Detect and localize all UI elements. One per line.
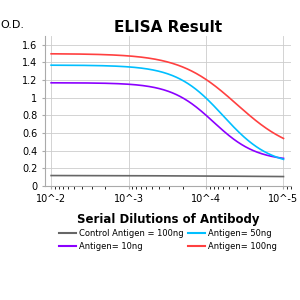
Title: ELISA Result: ELISA Result xyxy=(114,20,222,35)
Text: O.D.: O.D. xyxy=(1,20,25,30)
Legend: Control Antigen = 100ng, Antigen= 10ng, Antigen= 50ng, Antigen= 100ng: Control Antigen = 100ng, Antigen= 10ng, … xyxy=(59,229,277,251)
Text: Serial Dilutions of Antibody: Serial Dilutions of Antibody xyxy=(77,213,259,226)
